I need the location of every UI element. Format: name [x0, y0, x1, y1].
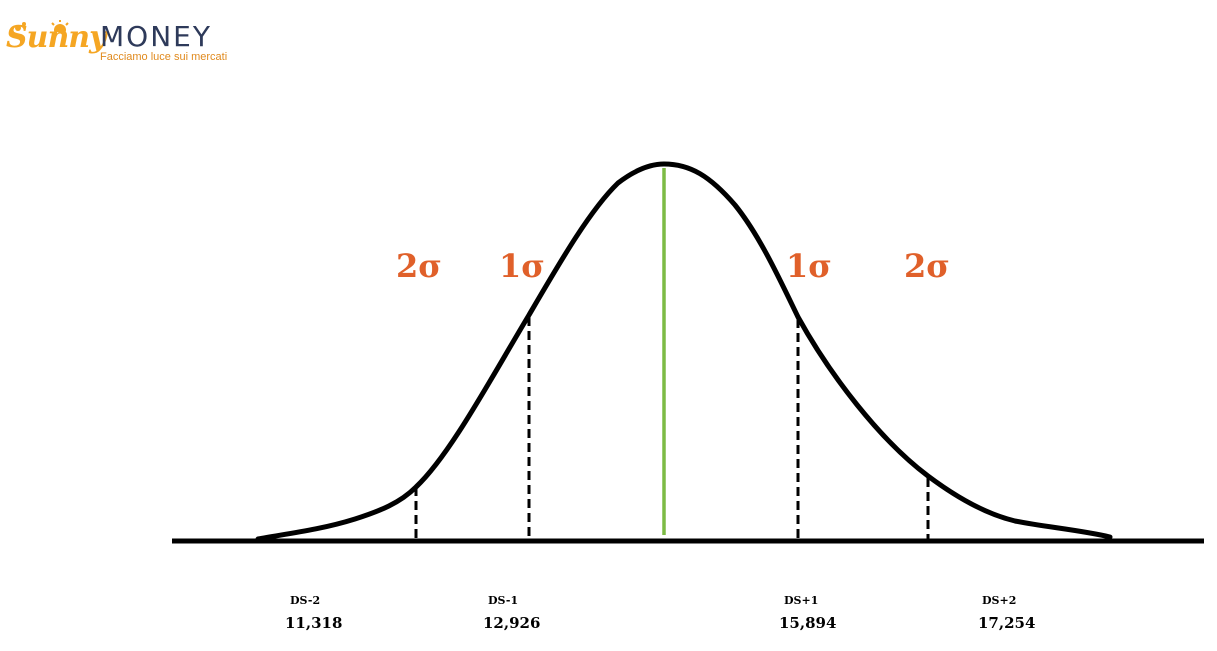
- ds-label-minus-1: DS-1: [488, 594, 518, 607]
- logo-money-text: MONEY: [100, 20, 212, 53]
- ds-value-plus-1: 15,894: [779, 614, 836, 632]
- ds-value-minus-2: 11,318: [285, 614, 342, 632]
- ds-value-minus-1: 12,926: [483, 614, 540, 632]
- sigma-label-left-1: 1σ: [499, 247, 545, 285]
- ds-label-plus-1: DS+1: [784, 594, 818, 607]
- ds-label-plus-2: DS+2: [982, 594, 1016, 607]
- sun-icon: [15, 20, 69, 32]
- ds-label-minus-2: DS-2: [290, 594, 320, 607]
- logo-sunny-text: Sunny: [6, 20, 107, 55]
- sigma-label-right-2: 2σ: [904, 247, 950, 285]
- bell-curve: [255, 161, 1113, 542]
- sigma-label-left-2: 2σ: [396, 247, 442, 285]
- ds-value-plus-2: 17,254: [978, 614, 1035, 632]
- sunny-money-logo: Sunny MONEY Facciamo luce sui mercati: [6, 18, 236, 68]
- logo-tagline: Facciamo luce sui mercati: [100, 51, 228, 63]
- sigma-label-right-1: 1σ: [786, 247, 832, 285]
